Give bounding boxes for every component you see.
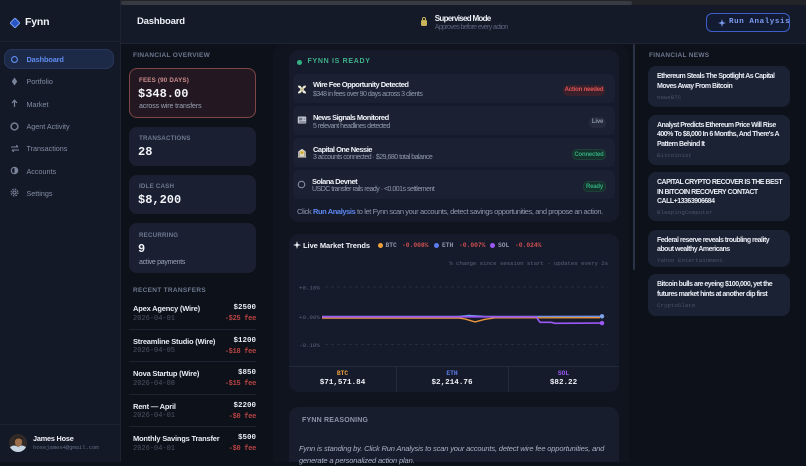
svg-text:+0.00%: +0.00% <box>299 314 320 321</box>
svg-text:-0.10%: -0.10% <box>299 342 320 349</box>
svg-text:+0.10%: +0.10% <box>299 285 320 292</box>
